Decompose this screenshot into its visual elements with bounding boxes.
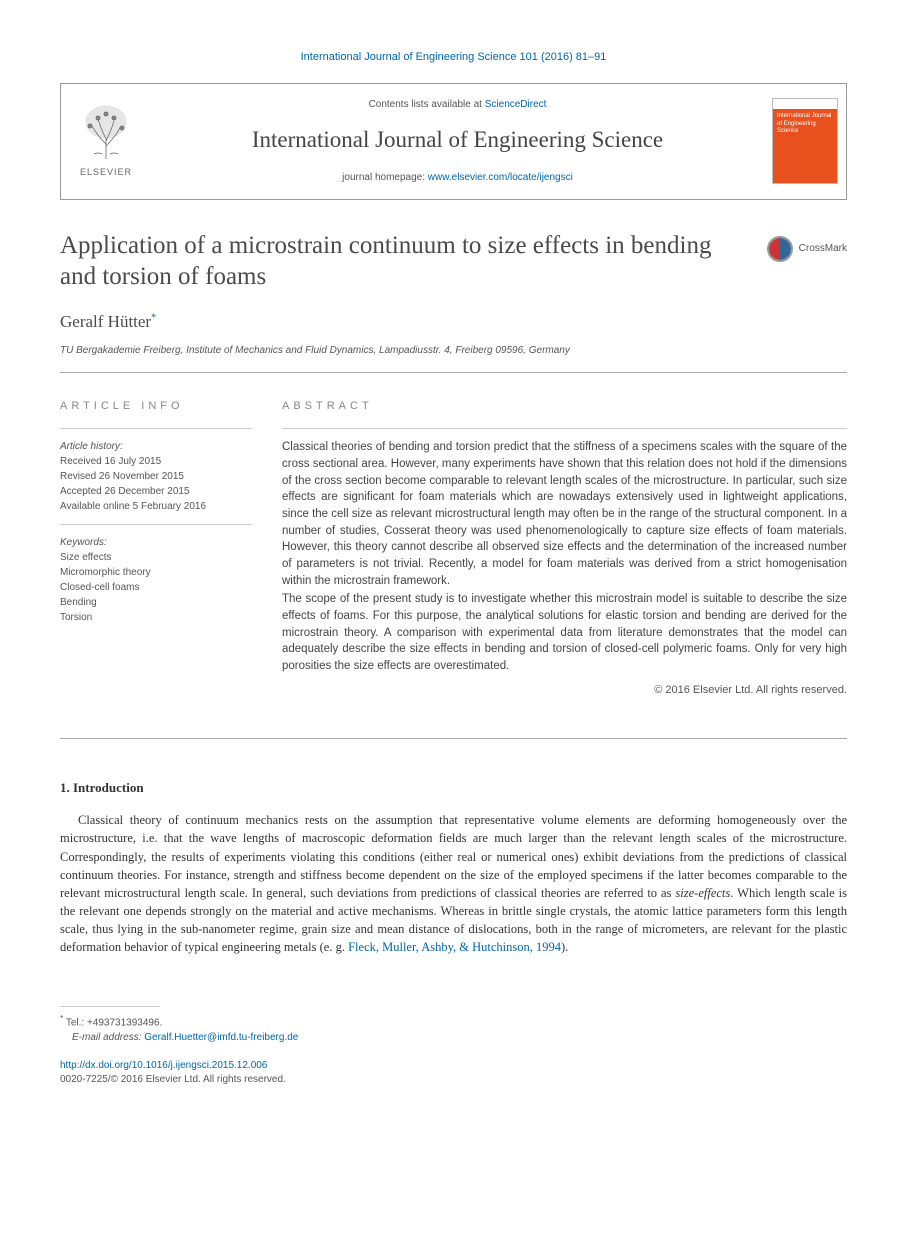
keyword: Size effects [60,552,112,563]
intro-text-c: ). [561,940,568,954]
footnote-divider [60,1006,160,1007]
author-name: Geralf Hütter* [60,310,847,334]
history-accepted: Accepted 26 December 2015 [60,486,190,497]
keyword: Bending [60,597,97,608]
top-citation: International Journal of Engineering Sci… [60,50,847,65]
footnote-email: E-mail address: Geralf.Huetter@imfd.tu-f… [60,1031,847,1045]
article-info-column: ARTICLE INFO Article history: Received 1… [60,399,252,698]
abstract-column: ABSTRACT Classical theories of bending a… [282,399,847,698]
history-heading: Article history: [60,441,123,452]
abstract-p1: Classical theories of bending and torsio… [282,439,847,589]
journal-cover: International Journal of Engineering Sci… [764,84,846,198]
contents-available: Contents lists available at ScienceDirec… [161,98,754,112]
journal-homepage: journal homepage: www.elsevier.com/locat… [161,171,754,185]
publisher-name: ELSEVIER [80,166,132,179]
section-heading-intro: 1. Introduction [60,779,847,797]
author-text: Geralf Hütter [60,312,151,331]
author-marker: * [151,312,156,323]
history-received: Received 16 July 2015 [60,456,161,467]
affiliation: TU Bergakademie Freiberg, Institute of M… [60,344,847,358]
footnote-tel-text: Tel.: +493731393496. [63,1018,162,1029]
email-label: E-mail address: [72,1032,144,1043]
journal-header: ELSEVIER Contents lists available at Sci… [60,83,847,199]
thin-divider [282,428,847,429]
thin-divider [60,524,252,525]
footnote-tel: * Tel.: +493731393496. [60,1013,847,1030]
keywords-heading: Keywords: [60,537,107,548]
keywords-block: Keywords: Size effects Micromorphic theo… [60,535,252,625]
cover-text: International Journal of Engineering Sci… [773,109,837,139]
doi-link[interactable]: http://dx.doi.org/10.1016/j.ijengsci.201… [60,1060,267,1071]
crossmark-label: CrossMark [799,242,847,256]
keyword: Torsion [60,612,92,623]
history-online: Available online 5 February 2016 [60,501,206,512]
doi-block: http://dx.doi.org/10.1016/j.ijengsci.201… [60,1059,847,1087]
thin-divider [60,428,252,429]
intro-em: size-effects [675,886,730,900]
intro-paragraph: Classical theory of continuum mechanics … [60,811,847,956]
elsevier-tree-icon [76,104,136,164]
history-revised: Revised 26 November 2015 [60,471,184,482]
publisher-logo: ELSEVIER [61,84,151,198]
abstract-label: ABSTRACT [282,399,847,414]
homepage-link[interactable]: www.elsevier.com/locate/ijengsci [428,172,573,183]
footnotes: * Tel.: +493731393496. E-mail address: G… [60,1006,847,1044]
keyword: Closed-cell foams [60,582,139,593]
abstract-body: Classical theories of bending and torsio… [282,439,847,674]
citation-link[interactable]: Fleck, Muller, Ashby, & Hutchinson, 1994 [348,940,561,954]
sciencedirect-link[interactable]: ScienceDirect [485,99,547,110]
divider [60,372,847,373]
doi-copyright: 0020-7225/© 2016 Elsevier Ltd. All right… [60,1074,286,1085]
article-title: Application of a microstrain continuum t… [60,230,767,293]
email-link[interactable]: Geralf.Huetter@imfd.tu-freiberg.de [144,1032,298,1043]
homepage-prefix: journal homepage: [342,172,428,183]
abstract-copyright: © 2016 Elsevier Ltd. All rights reserved… [282,683,847,698]
divider [60,738,847,739]
abstract-p2: The scope of the present study is to inv… [282,591,847,674]
journal-title: International Journal of Engineering Sci… [161,124,754,156]
crossmark-icon [767,236,793,262]
article-info-label: ARTICLE INFO [60,399,252,414]
crossmark-badge[interactable]: CrossMark [767,236,847,262]
keyword: Micromorphic theory [60,567,151,578]
contents-prefix: Contents lists available at [369,99,485,110]
article-history: Article history: Received 16 July 2015 R… [60,439,252,514]
